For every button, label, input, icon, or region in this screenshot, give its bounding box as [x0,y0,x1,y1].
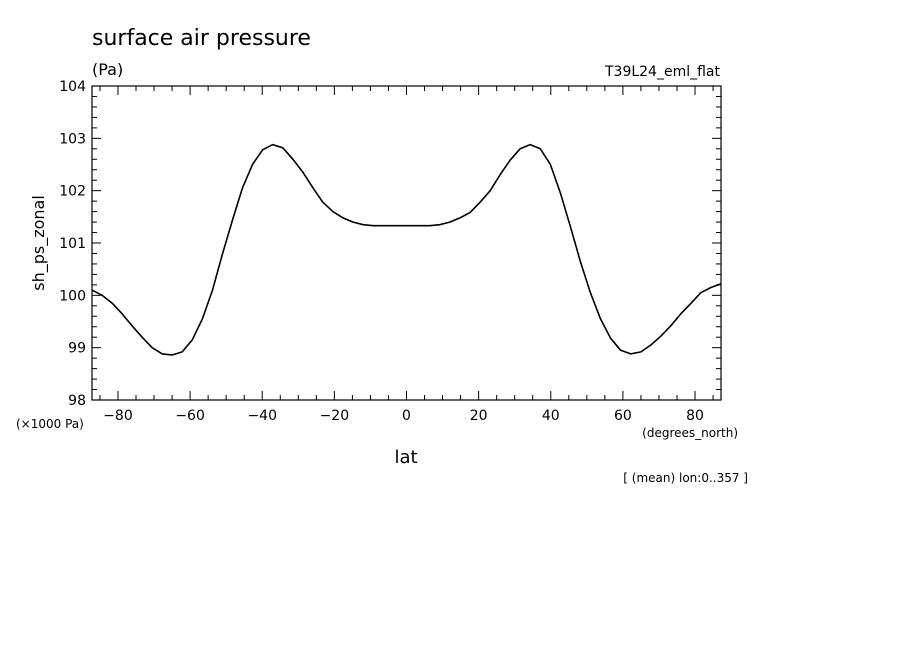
y-axis-label: sh_ps_zonal [29,195,49,291]
x-tick-label: 60 [614,408,632,424]
x-tick-label: 20 [470,408,488,424]
x-tick-labels: −80 −60 −40 −20 0 20 40 60 80 [103,408,704,424]
x-tick-label: −20 [320,408,350,424]
x-tick-label: 40 [542,408,560,424]
x-axis-label: lat [394,447,417,468]
y-tick-label: 100 [59,288,86,304]
footnote: [ (mean) lon:0..357 ] [623,471,748,485]
x-tick-label: −60 [175,408,205,424]
chart-title: surface air pressure [92,26,311,51]
y-tick-label: 104 [59,79,86,95]
x-tick-label: −80 [103,408,133,424]
y-tick-label: 103 [59,131,86,147]
x-tick-label: 0 [402,408,411,424]
axis-ticks [92,85,721,401]
y-tick-label: 99 [68,341,86,357]
x-tick-label: −40 [247,408,277,424]
y-tick-label: 101 [59,236,86,252]
x-tick-label: 80 [686,408,704,424]
x-axis-units: (degrees_north) [642,426,738,440]
y-scale-note: (×1000 Pa) [16,417,84,431]
y-tick-label: 98 [68,393,86,409]
series-line [91,143,722,356]
y-tick-label: 102 [59,184,86,200]
chart-units: (Pa) [92,60,123,79]
y-tick-labels: 98 99 100 101 102 103 104 [59,79,86,409]
run-label: T39L24_eml_flat [604,64,721,80]
